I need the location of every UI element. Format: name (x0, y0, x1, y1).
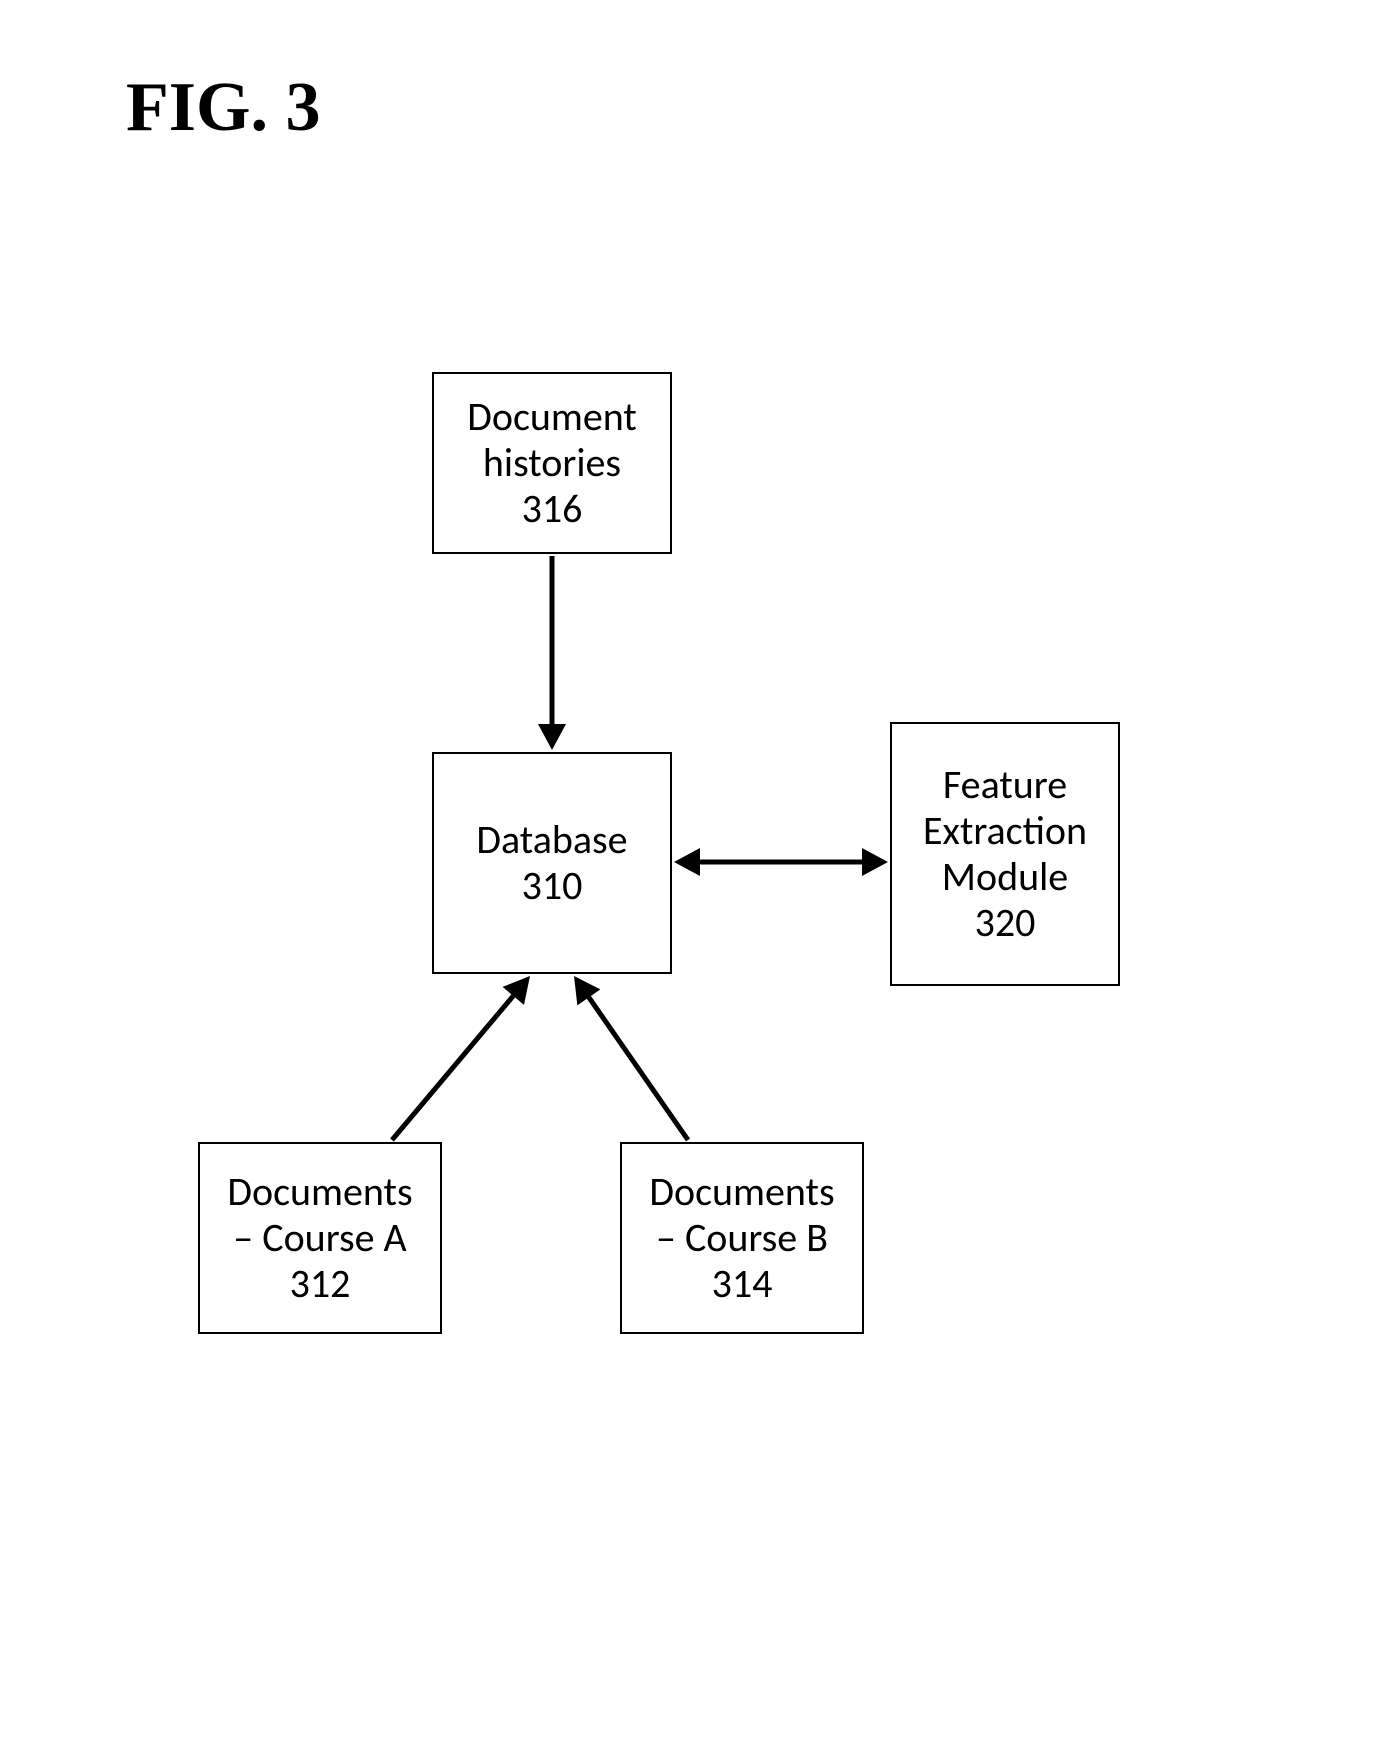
node-feature-extraction: Feature Extraction Module 320 (890, 722, 1120, 986)
node-line: 320 (975, 900, 1036, 946)
node-line: Document (467, 394, 637, 440)
node-line: Module (942, 854, 1068, 900)
edge-docsB-to-database (574, 976, 688, 1140)
node-line: Documents (649, 1169, 834, 1215)
edges-layer (0, 0, 1393, 1748)
figure-page: FIG. 3 Document histories 316 Database 3… (0, 0, 1393, 1748)
node-line: Database (476, 817, 627, 863)
node-line: – Course A (233, 1215, 406, 1261)
node-line: 314 (712, 1261, 773, 1307)
node-line: histories (483, 440, 621, 486)
edge-docsA-to-database (392, 976, 530, 1140)
node-line: Extraction (923, 808, 1087, 854)
node-line: Documents (227, 1169, 412, 1215)
node-line: 316 (522, 486, 583, 532)
node-database: Database 310 (432, 752, 672, 974)
node-line: 310 (522, 863, 583, 909)
figure-title: FIG. 3 (126, 68, 320, 148)
node-line: 312 (290, 1261, 351, 1307)
node-documents-course-b: Documents – Course B 314 (620, 1142, 864, 1334)
node-document-histories: Document histories 316 (432, 372, 672, 554)
edge-dochist-to-database (538, 556, 566, 750)
edge-database-to-feature (674, 848, 888, 876)
node-line: – Course B (656, 1215, 828, 1261)
node-line: Feature (943, 762, 1067, 808)
node-documents-course-a: Documents – Course A 312 (198, 1142, 442, 1334)
